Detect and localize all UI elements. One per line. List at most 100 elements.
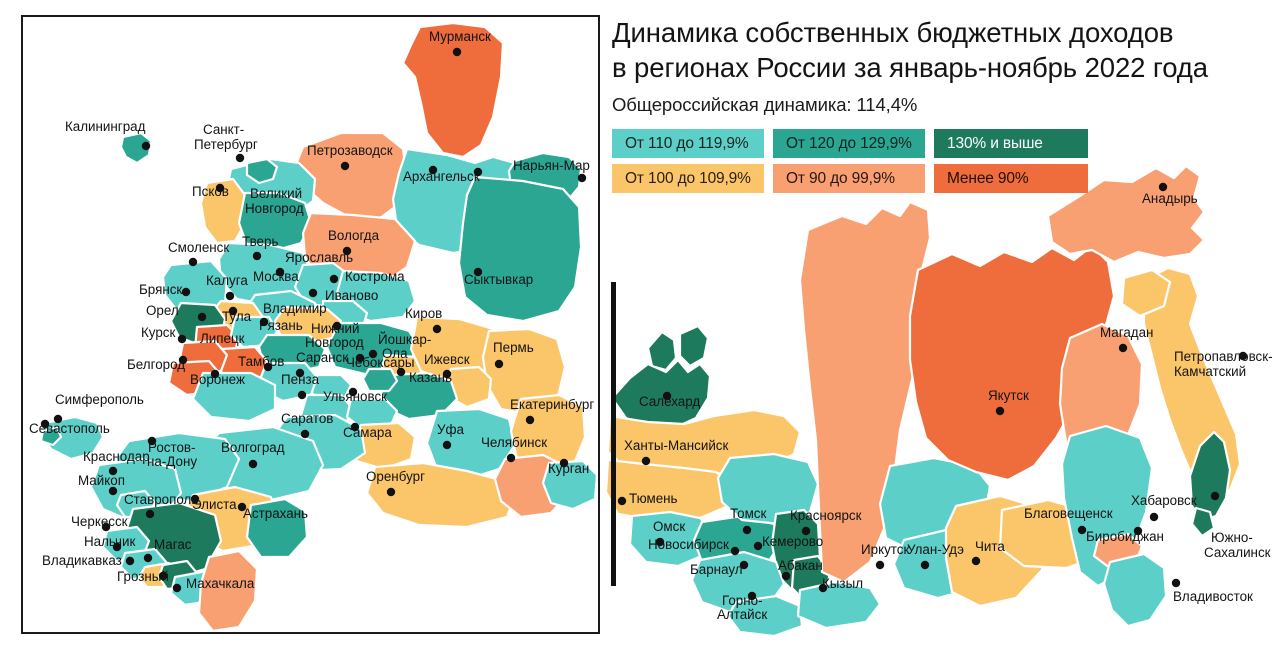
map-label-murmansk: Мурманск — [429, 29, 491, 44]
map-label-kurgan: Курган — [548, 461, 589, 476]
legend-swatch-1-1[interactable]: От 90 до 99,9% — [773, 164, 925, 193]
region-yamal-north — [646, 330, 678, 372]
city-dot-spb_2 — [235, 153, 245, 163]
map-label-spb_1: Санкт- — [203, 122, 244, 137]
map-label-cherkessk: Черкесск — [71, 514, 128, 529]
region-sankt-peterburg — [245, 157, 279, 185]
map-label-cheboksary: Чебоксары — [346, 355, 415, 370]
map-label-irkutsk: Иркутск — [861, 542, 909, 557]
legend-swatch-0-0[interactable]: От 110 до 119,9% — [612, 129, 764, 158]
map-label-blagoveshchensk: Благовещенск — [1024, 506, 1113, 521]
map-label-saratov: Саратов — [281, 411, 333, 426]
city-dot-orel — [197, 312, 207, 322]
legend-swatch-0-1[interactable]: От 120 до 129,9% — [773, 129, 925, 158]
city-dot-tula — [228, 306, 238, 316]
city-dot-kazan — [396, 367, 406, 377]
map-label-izhevsk: Ижевск — [424, 352, 470, 367]
city-dot-kyzyl — [818, 583, 828, 593]
city-dot-saransk — [295, 368, 305, 378]
region-komi — [457, 175, 583, 323]
city-dot-krasnoyarsk — [801, 526, 811, 536]
map-label-ufa: Уфа — [437, 422, 465, 437]
map-label-velikiy_1: Великий — [250, 186, 302, 201]
map-label-velikiy_2: Новгород — [245, 201, 304, 216]
map-label-ppk_2: Камчатский — [1174, 364, 1246, 379]
region-primorskiy — [1102, 552, 1168, 628]
map-label-volgograd: Волгоград — [221, 440, 285, 455]
city-dot-omsk — [655, 537, 665, 547]
city-dot-makhachkala — [172, 583, 182, 593]
city-dot-kaliningrad — [141, 141, 151, 151]
city-dot-yaroslavl — [275, 267, 285, 277]
european-russia-map-frame: Калининград Санкт- Петербург Петрозаводск Ар… — [21, 15, 600, 634]
city-dot-smolensk — [188, 257, 198, 267]
map-label-kaliningrad: Калининград — [65, 119, 146, 134]
region-murmansk — [401, 21, 505, 159]
city-dot-krasnodar — [108, 466, 118, 476]
map-label-belgorod: Белгород — [127, 357, 185, 372]
city-dot-tomsk — [742, 525, 752, 535]
city-dot-cherkessk — [101, 522, 111, 532]
map-label-vologda: Вологда — [328, 228, 380, 243]
map-label-omsk: Омск — [653, 519, 685, 534]
map-label-krasnoyarsk: Красноярск — [790, 508, 862, 523]
region-kaliningrad — [119, 131, 153, 165]
map-label-naryanmar: Нарьян-Мар — [513, 158, 590, 173]
city-dot-blagoveshchensk — [1077, 525, 1087, 535]
city-dot-vladivostok — [1171, 578, 1181, 588]
map-label-magas: Магас — [154, 537, 192, 552]
city-dot-vologda — [342, 246, 352, 256]
city-dot-arkhangelsk — [428, 165, 438, 175]
city-dot-volgograd — [248, 459, 258, 469]
map-label-grozny: Грозный — [117, 569, 169, 584]
legend-swatch-1-2[interactable]: Менее 90% — [934, 164, 1088, 193]
city-dot-perm — [494, 359, 504, 369]
map-label-nnovgorod_1: Нижний — [311, 321, 359, 336]
region-astrakhan — [245, 497, 309, 559]
map-label-stavropol: Ставрополь — [124, 492, 198, 507]
map-labels-left: Калининград Санкт-Петербург Петрозаводск Ар… — [29, 29, 594, 593]
map-label-kemerovo: Кемерово — [762, 534, 823, 549]
page-title-line1: Динамика собственных бюджетных доходов — [612, 17, 1174, 48]
city-dot-samara — [350, 422, 360, 432]
map-regions-left — [39, 21, 598, 632]
city-dot-kostroma — [329, 274, 339, 284]
city-dot-vladikavkaz — [125, 556, 135, 566]
legend-swatch-0-2[interactable]: 130% и выше — [934, 129, 1088, 158]
map-label-lipetsk: Липецк — [200, 331, 245, 346]
city-dot-yakutsk — [995, 406, 1005, 416]
map-label-vladivostok: Владивосток — [1173, 589, 1253, 604]
city-dot-stavropol — [145, 509, 155, 519]
page-title-line2: в регионах России за январь-ноябрь 2022 … — [612, 51, 1208, 83]
region-voronezh — [191, 371, 277, 423]
city-dot-saratov — [300, 429, 310, 439]
city-dot-rostov_1 — [147, 436, 157, 446]
map-label-khabarovsk: Хабаровск — [1131, 493, 1197, 508]
map-label-orel: Орел — [146, 303, 179, 318]
map-label-saransk: Саранск — [296, 350, 348, 365]
city-dot-cheboksary — [355, 353, 365, 363]
city-dot-magas — [143, 553, 153, 563]
map-label-krasnodar: Краснодар — [83, 449, 150, 464]
map-label-yoshkar_1: Йошкар- — [378, 332, 431, 347]
city-dot-yuzhnosakh_1 — [1210, 491, 1220, 501]
map-label-kostroma: Кострома — [345, 269, 405, 284]
region-respublika-altay — [726, 594, 804, 638]
city-dot-ryazan — [259, 317, 269, 327]
region-kurgan — [541, 459, 598, 511]
map-label-nalchik: Нальчик — [84, 534, 135, 549]
city-dot-kurgan — [559, 458, 569, 468]
legend-row: От 110 до 119,9% От 120 до 129,9% 130% и в… — [612, 129, 1152, 158]
map-label-tyumen: Тюмень — [629, 491, 678, 506]
map-label-yakutsk: Якутск — [988, 388, 1029, 403]
region-kamchatskiy-north — [1120, 268, 1172, 318]
city-dot-naryanmar — [577, 173, 587, 183]
city-dot-yoshkar_2 — [368, 349, 378, 359]
city-dot-velikiy_1 — [473, 167, 483, 177]
city-dot-belgorod — [178, 355, 188, 365]
legend-swatch-1-0[interactable]: От 100 до 109,9% — [612, 164, 764, 193]
city-dot-khantymansiysk — [641, 456, 651, 466]
map-label-tver: Тверь — [242, 234, 278, 249]
region-novgorodskaya — [237, 191, 313, 253]
region-yamal-north2 — [678, 324, 710, 368]
